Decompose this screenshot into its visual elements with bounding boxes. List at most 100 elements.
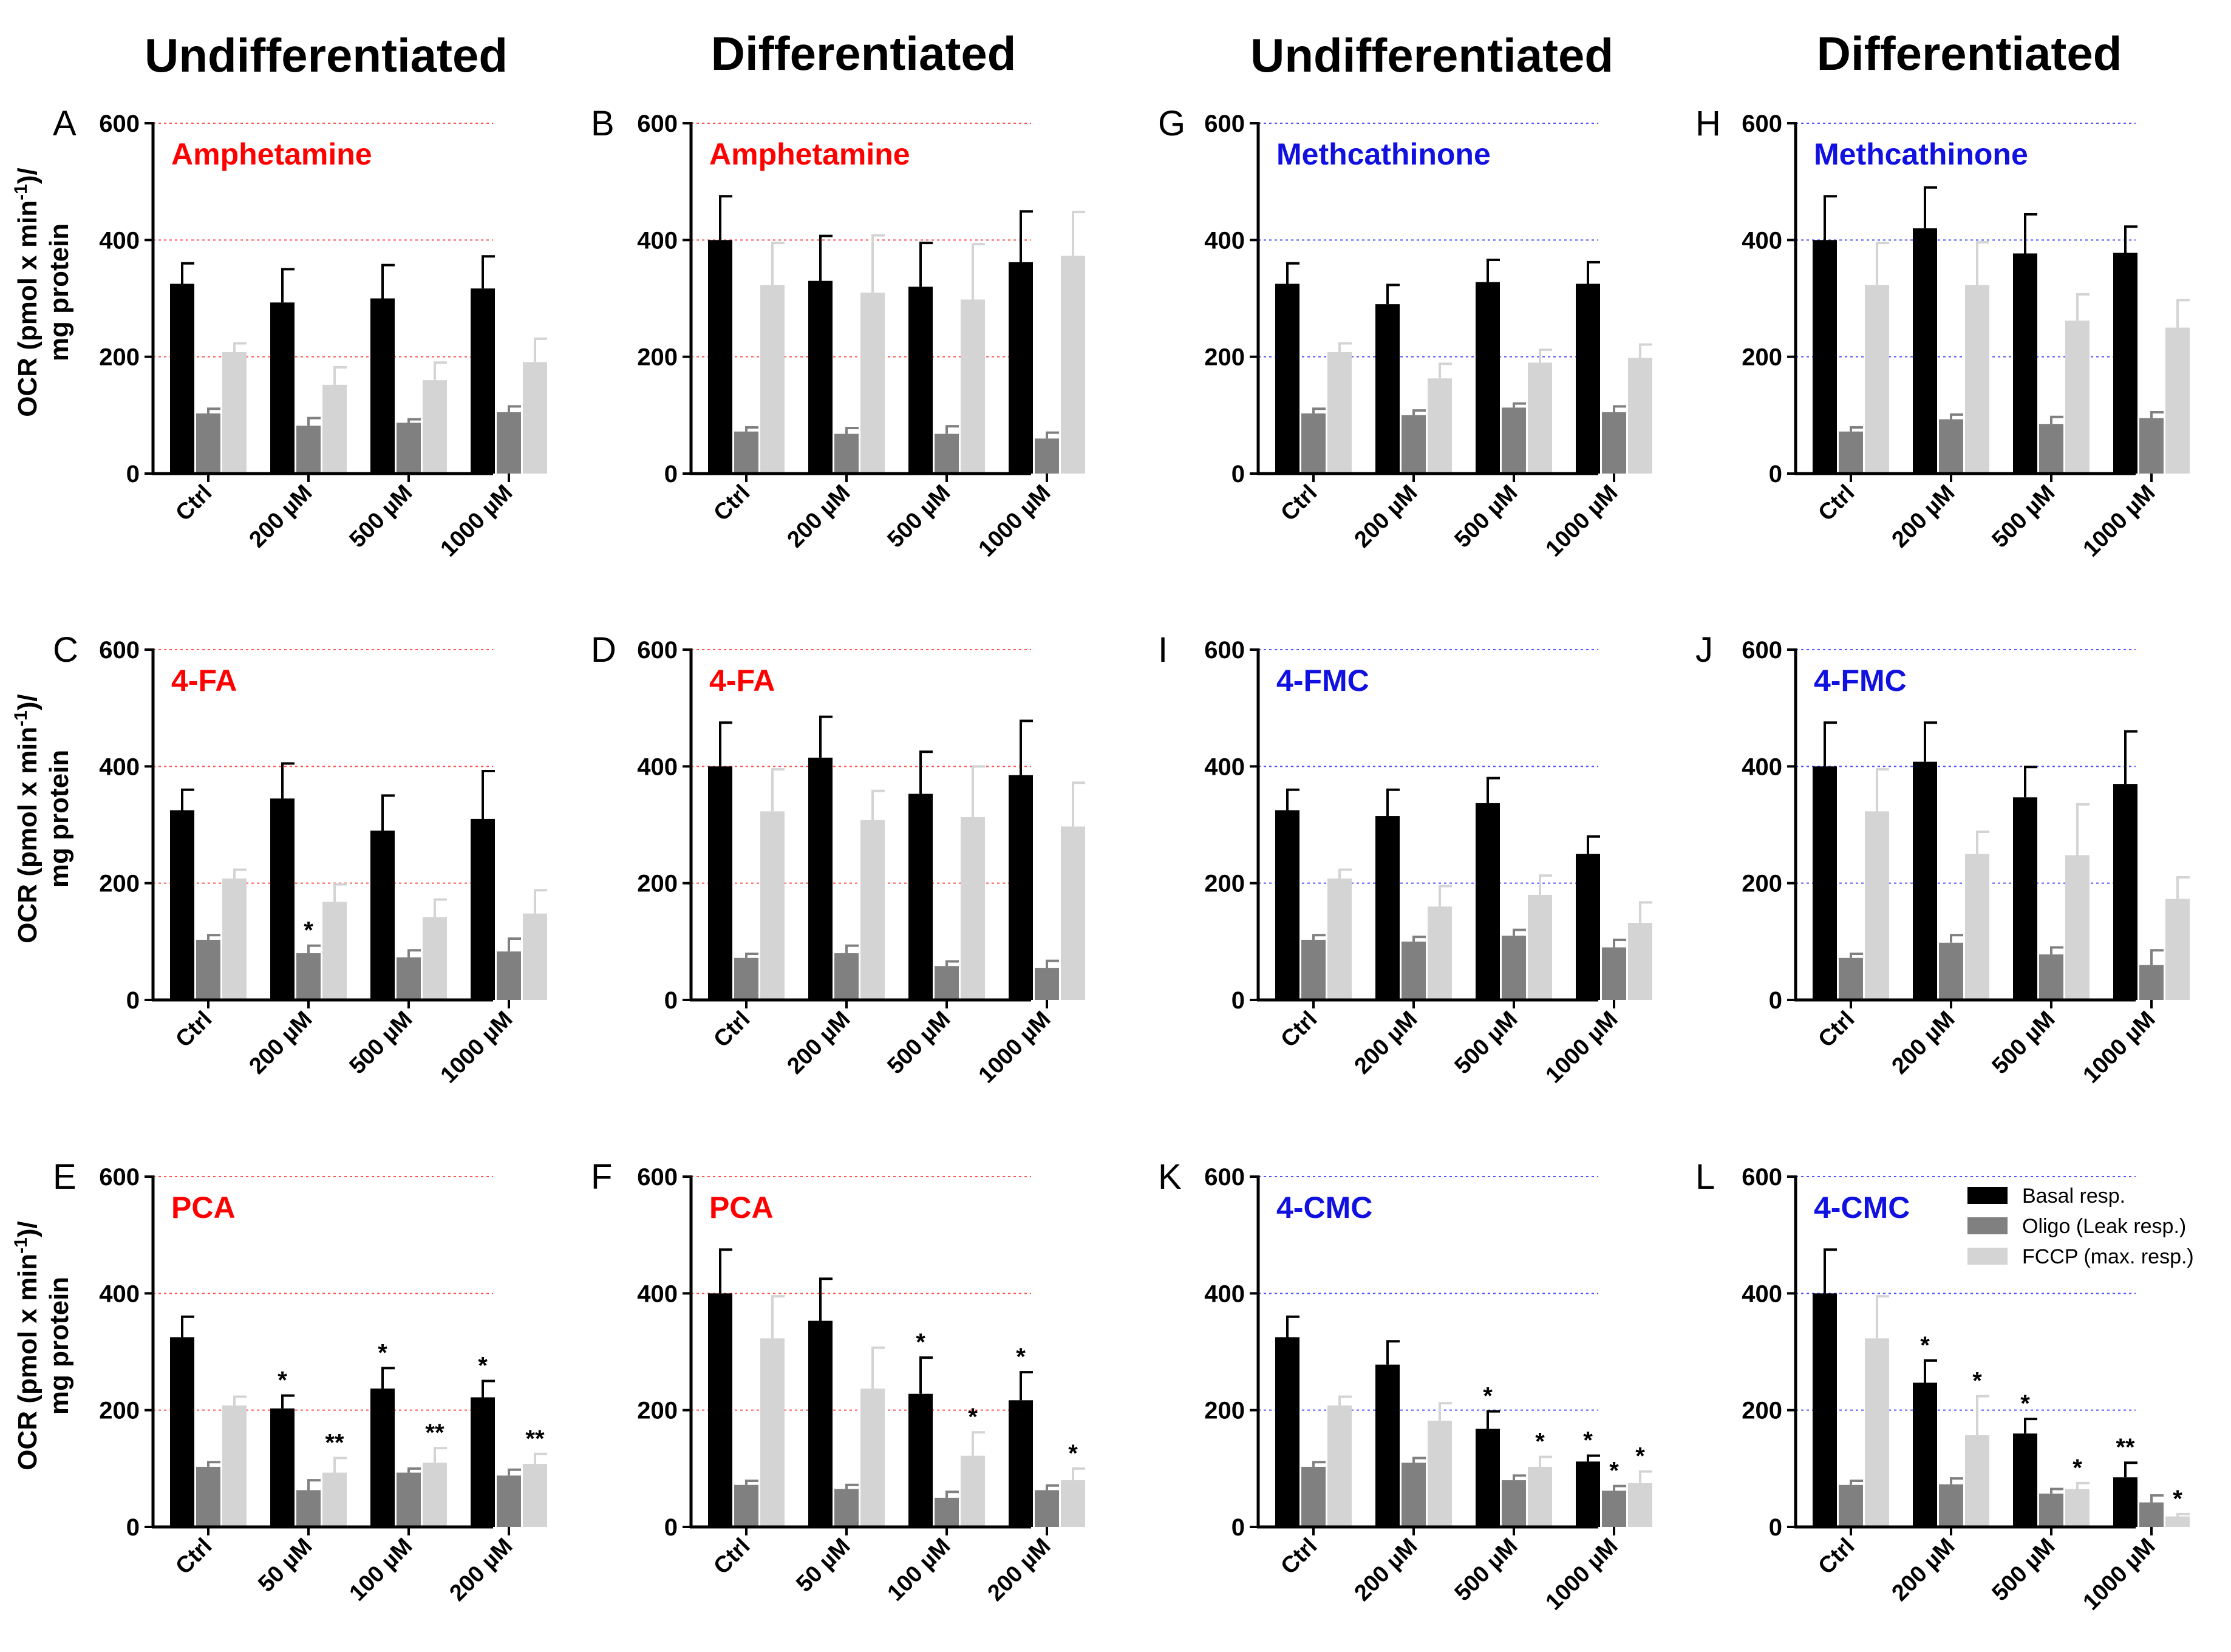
y-tick-label: 600	[1742, 1164, 1782, 1191]
y-axis-label: OCR (pmol x min-1)/	[11, 1221, 43, 1470]
bar	[2013, 1433, 2037, 1527]
y-tick-label: 200	[1204, 1398, 1245, 1424]
panels: 0 200 400 600 Ctrl 200 µM 500 µM 1000 µM A Amphet…	[11, 104, 2190, 1615]
significance-star: *	[378, 1339, 387, 1366]
bar	[1965, 1435, 1989, 1527]
bar	[423, 917, 447, 1000]
y-tick-label: 200	[1742, 871, 1782, 897]
bar	[1327, 878, 1352, 1000]
bar	[1301, 1466, 1326, 1527]
y-tick-label: 0	[126, 461, 140, 488]
bar	[296, 1490, 321, 1527]
x-tick-label: 200 µM	[244, 1007, 317, 1079]
y-tick-label: 200	[99, 1398, 140, 1424]
drug-title: 4-FMC	[1814, 664, 1907, 698]
y-tick-label: 0	[126, 987, 140, 1014]
bar	[1402, 1463, 1426, 1527]
y-axis-label-line2: mg protein	[44, 223, 74, 361]
x-tick-label: 500 µM	[344, 480, 417, 553]
bar	[1061, 826, 1085, 1000]
y-tick-label: 400	[1742, 1280, 1782, 1307]
drug-title: Amphetamine	[709, 137, 910, 171]
y-axis-label-part: OCR (pmol x min	[13, 727, 43, 943]
x-tick-label: 1000 µM	[2079, 1534, 2161, 1616]
drug-title: 4-CMC	[1276, 1191, 1372, 1225]
x-tick-label: Ctrl	[1276, 1007, 1322, 1053]
bar	[1428, 906, 1452, 1000]
x-tick-label: 1000 µM	[1541, 1534, 1623, 1616]
bar	[170, 284, 194, 474]
y-axis-label-line2: mg protein	[44, 1277, 74, 1415]
y-axis-label-part: )/	[13, 168, 43, 184]
x-tick-label: 1000 µM	[436, 480, 518, 562]
y-tick-label: 400	[637, 1280, 678, 1307]
bar	[708, 240, 732, 474]
bar	[1061, 1480, 1085, 1527]
legend-swatch-oligo	[1967, 1217, 2008, 1234]
y-tick-label: 0	[1231, 1514, 1245, 1541]
y-axis-label-part: )/	[13, 694, 43, 710]
panel-a: 0 200 400 600 Ctrl 200 µM 500 µM 1000 µM A Amphet…	[11, 104, 547, 562]
significance-star: *	[2073, 1455, 2082, 1481]
bar	[1035, 438, 1059, 474]
bar	[1576, 854, 1600, 1000]
bar	[1275, 810, 1299, 1000]
bar	[2165, 899, 2190, 1000]
x-tick-label: 200 µM	[983, 1534, 1055, 1606]
y-tick-label: 200	[1204, 871, 1245, 897]
bar	[1965, 285, 1989, 474]
x-tick-label: 50 µM	[253, 1534, 317, 1597]
legend-label-oligo: Oligo (Leak resp.)	[2022, 1215, 2186, 1238]
drug-title: PCA	[709, 1191, 774, 1225]
y-tick-label: 200	[99, 871, 140, 897]
panel-letter: I	[1158, 630, 1168, 670]
bar	[908, 1393, 933, 1527]
bar	[1428, 1420, 1452, 1527]
bar	[708, 1293, 732, 1527]
bar	[1476, 803, 1500, 1000]
bar	[2139, 418, 2164, 474]
column-header-2: Differentiated	[711, 27, 1017, 80]
y-tick-label: 200	[1204, 344, 1245, 371]
x-tick-label: 200 µM	[1349, 1007, 1422, 1079]
bar	[196, 1466, 220, 1527]
bar	[1061, 256, 1085, 474]
drug-title: Amphetamine	[171, 137, 372, 171]
bar	[1402, 415, 1426, 474]
significance-star: *	[916, 1329, 925, 1356]
panel-i: 0 200 400 600 Ctrl 200 µM 500 µM 1000 µM I 4-FMC	[1158, 630, 1652, 1088]
significance-star: *	[1535, 1429, 1545, 1455]
y-axis-label-part: OCR (pmol x min	[13, 200, 43, 417]
x-tick-label: Ctrl	[709, 480, 755, 526]
panel-h: 0 200 400 600 Ctrl 200 µM 500 µM 1000 µM H Methca…	[1695, 104, 2190, 562]
bar	[523, 913, 547, 1000]
x-tick-label: Ctrl	[709, 1007, 755, 1053]
x-tick-label: 100 µM	[344, 1534, 417, 1606]
bar	[935, 1497, 959, 1527]
bar	[1576, 1461, 1600, 1527]
significance-star: *	[1583, 1427, 1593, 1454]
x-tick-label: 500 µM	[1987, 1007, 2060, 1079]
bar	[170, 810, 194, 1000]
significance-star: **	[2116, 1434, 2135, 1461]
bar	[1628, 358, 1652, 474]
bar	[471, 288, 495, 474]
y-axis-label-superscript: -1	[11, 184, 31, 200]
panel-letter: D	[591, 630, 616, 670]
bar	[734, 1484, 758, 1527]
bar	[1301, 939, 1326, 1000]
y-tick-label: 600	[637, 1164, 678, 1191]
x-tick-label: 200 µM	[444, 1534, 517, 1606]
bar	[1628, 1483, 1652, 1527]
x-tick-label: 1000 µM	[436, 1007, 518, 1089]
x-tick-label: Ctrl	[171, 1007, 217, 1053]
y-tick-label: 200	[637, 344, 678, 371]
panel-d: 0 200 400 600 Ctrl 200 µM 500 µM 1000 µM D 4-FA	[591, 630, 1085, 1088]
significance-star: *	[1920, 1332, 1930, 1359]
x-tick-label: 1000 µM	[1541, 480, 1623, 562]
x-tick-label: 500 µM	[1987, 480, 2060, 553]
panel-letter: A	[53, 104, 77, 143]
x-tick-label: 200 µM	[1887, 1534, 1960, 1606]
bar	[1865, 1338, 1889, 1527]
